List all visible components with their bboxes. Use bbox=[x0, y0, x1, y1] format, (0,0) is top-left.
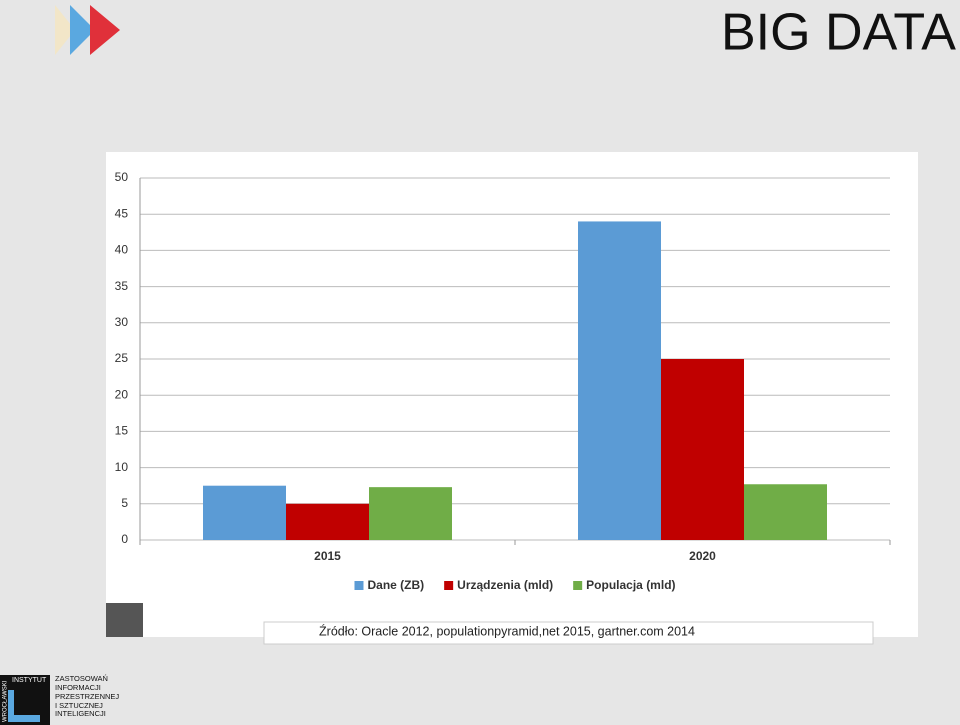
legend-label: Populacja (mld) bbox=[586, 578, 675, 592]
source-note: Źródło: Oracle 2012, populationpyramid,n… bbox=[319, 623, 695, 638]
legend-swatch bbox=[444, 581, 454, 590]
bar bbox=[286, 503, 369, 540]
y-tick-label: 20 bbox=[115, 387, 129, 401]
legend-swatch bbox=[573, 581, 583, 590]
legend-label: Dane (ZB) bbox=[367, 578, 424, 592]
bar bbox=[369, 487, 452, 540]
y-tick-label: 45 bbox=[115, 206, 129, 220]
y-tick-label: 50 bbox=[115, 170, 129, 184]
logo-line: INTELIGENCJI bbox=[55, 709, 106, 718]
x-tick-label: 2015 bbox=[314, 549, 341, 563]
logo-line: ZASTOSOWAŃ bbox=[55, 674, 108, 683]
chart-panel bbox=[106, 152, 918, 637]
y-tick-label: 0 bbox=[121, 532, 128, 546]
y-tick-label: 35 bbox=[115, 279, 129, 293]
bar bbox=[661, 359, 744, 540]
y-tick-label: 30 bbox=[115, 315, 129, 329]
x-tick-label: 2020 bbox=[689, 549, 716, 563]
logo-line: I SZTUCZNEJ bbox=[55, 701, 103, 710]
y-tick-label: 40 bbox=[115, 243, 129, 257]
thumbnail bbox=[106, 603, 143, 637]
bar bbox=[203, 485, 286, 540]
bar bbox=[744, 484, 827, 540]
top-logo bbox=[55, 5, 120, 55]
logo-top: INSTYTUT bbox=[12, 677, 47, 684]
logo-line: PRZESTRZENNEJ bbox=[55, 692, 119, 701]
source-box bbox=[263, 621, 874, 645]
y-tick-label: 5 bbox=[121, 496, 128, 510]
y-tick-label: 15 bbox=[115, 424, 129, 438]
logo-line: INFORMACJI bbox=[55, 683, 101, 692]
bar bbox=[578, 221, 661, 540]
y-tick-label: 25 bbox=[115, 351, 129, 365]
legend-swatch bbox=[354, 581, 364, 590]
legend-label: Urządzenia (mld) bbox=[457, 578, 553, 592]
slide-title: BIG DATA bbox=[721, 4, 956, 62]
y-tick-label: 10 bbox=[115, 460, 129, 474]
logo-vertical: WROCŁAWSKI bbox=[3, 680, 9, 722]
bottom-logo: WROCŁAWSKI INSTYTUT ZASTOSOWAŃ INFORMACJ… bbox=[0, 674, 119, 725]
